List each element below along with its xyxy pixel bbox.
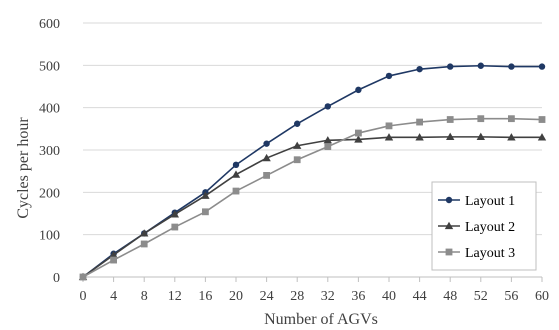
x-axis-title: Number of AGVs (264, 311, 378, 328)
data-point (508, 63, 515, 70)
axes (82, 276, 543, 282)
legend: Layout 1 Layout 2 Layout 3 (431, 181, 537, 271)
y-axis-title: Cycles per hour (15, 117, 32, 219)
data-point (232, 161, 240, 169)
data-point (262, 153, 271, 162)
data-point (385, 72, 393, 80)
data-point (355, 129, 362, 137)
data-point (140, 240, 148, 248)
x-tick-label: 28 (290, 289, 304, 304)
x-tick-label: 4 (110, 289, 117, 304)
data-point (355, 86, 362, 94)
data-point (201, 191, 210, 199)
data-point (263, 140, 270, 147)
data-point (538, 116, 546, 123)
y-tick-label: 400 (39, 102, 60, 117)
data-point (476, 132, 485, 141)
data-point (140, 229, 149, 237)
series-3 (79, 115, 546, 281)
legend-item: Layout 1 (438, 194, 515, 209)
series-line (82, 136, 542, 278)
data-point (324, 143, 332, 151)
y-tick-label: 600 (39, 17, 60, 32)
data-point (477, 115, 485, 123)
x-tick-label: 32 (321, 289, 335, 304)
data-point (294, 120, 301, 127)
x-tick-label: 0 (80, 289, 87, 304)
legend-label: Layout 1 (465, 194, 515, 209)
y-tick-label: 0 (53, 271, 60, 286)
series-line (82, 117, 543, 278)
y-tick-label: 100 (39, 229, 60, 244)
data-point (538, 63, 546, 70)
data-point (202, 208, 209, 216)
data-point (415, 133, 424, 141)
data-point (416, 65, 423, 73)
data-point (354, 135, 363, 143)
legend-item: Layout 3 (438, 246, 515, 261)
x-tick-label: 8 (141, 289, 148, 304)
series-2 (78, 132, 547, 281)
data-point (263, 172, 270, 179)
data-point (231, 170, 241, 178)
legend-marker (445, 196, 453, 204)
x-tick-label: 48 (443, 289, 457, 304)
legend-marker (444, 221, 454, 230)
x-tick-label: 52 (474, 289, 488, 304)
y-tick-label: 200 (39, 186, 60, 201)
legend-label: Layout 2 (465, 220, 515, 235)
data-point (508, 115, 515, 123)
series-group (78, 62, 547, 281)
data-point (79, 273, 87, 281)
legend-label: Layout 3 (465, 246, 515, 261)
x-tick-label: 60 (535, 289, 549, 304)
x-tick-label: 16 (198, 289, 212, 304)
x-tick-label: 24 (260, 289, 274, 304)
data-point (507, 133, 516, 141)
x-tick-label: 20 (229, 289, 243, 304)
legend-item: Layout 2 (438, 220, 515, 235)
data-point (110, 256, 117, 264)
data-point (232, 187, 240, 195)
data-point (446, 116, 454, 123)
data-point (385, 122, 393, 130)
data-point (324, 103, 331, 110)
data-point (323, 136, 332, 144)
data-point (446, 132, 455, 141)
x-tick-label: 12 (168, 289, 182, 304)
data-point (537, 133, 547, 141)
data-point (293, 141, 302, 149)
x-tick-label: 40 (382, 289, 396, 304)
y-tick-label: 300 (39, 144, 60, 159)
data-point (477, 62, 484, 69)
y-tick-label: 500 (39, 59, 60, 74)
x-tick-label: 36 (351, 289, 365, 304)
data-point (171, 223, 179, 231)
data-point (109, 250, 118, 259)
data-point (170, 210, 179, 218)
x-tick-label: 56 (504, 289, 518, 304)
data-point (447, 63, 454, 70)
data-point (416, 118, 423, 126)
x-tick-label: 44 (413, 289, 427, 304)
data-point (293, 156, 301, 164)
data-point (384, 133, 394, 141)
legend-marker (445, 248, 453, 256)
